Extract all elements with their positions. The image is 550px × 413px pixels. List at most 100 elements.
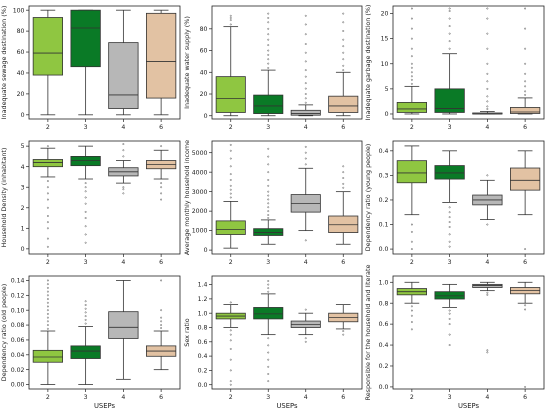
iqr-box [328, 95, 359, 113]
y-tick-label: 0.2 [379, 363, 389, 370]
outlier-point [410, 82, 413, 85]
outlier-point [267, 287, 270, 290]
outlier-point [160, 324, 163, 326]
outlier-point [524, 93, 527, 96]
outlier-point [410, 27, 413, 30]
box-useps-4 [472, 7, 503, 115]
box-useps-3 [70, 300, 101, 385]
box-useps-4 [472, 174, 503, 226]
outlier-point [410, 75, 413, 78]
y-tick-label: 1.2 [198, 296, 208, 303]
outlier-point [410, 7, 413, 10]
outlier-point [267, 190, 270, 193]
x-tick-label: 3 [448, 259, 452, 266]
outlier-point [267, 163, 270, 166]
x-tick-label: 3 [84, 259, 88, 266]
y-tick-label: 1 [21, 225, 25, 232]
outlier-point [304, 75, 307, 78]
outlier-point [342, 38, 345, 41]
box-useps-6 [510, 281, 541, 388]
outlier-point [46, 180, 49, 182]
y-tick-label: 100 [13, 7, 25, 14]
x-tick-label: 6 [341, 259, 345, 266]
outlier-point [267, 49, 270, 52]
outlier-point [448, 216, 451, 219]
outlier-point [46, 279, 49, 282]
outlier-point [160, 192, 163, 195]
y-tick-label: 20 [17, 91, 25, 98]
outlier-point [410, 55, 413, 58]
y-tick-label: 1.4 [198, 282, 208, 289]
x-tick-label: 6 [341, 124, 345, 131]
outlier-point [410, 230, 413, 233]
x-tick-label: 6 [523, 124, 527, 131]
x-tick-label: 6 [341, 394, 345, 401]
box-useps-2 [215, 143, 246, 249]
outlier-point [304, 157, 307, 160]
outlier-point [84, 300, 87, 303]
y-tick-label: 0 [385, 111, 389, 118]
box-useps-2 [32, 9, 63, 116]
x-tick-label: 3 [266, 394, 270, 401]
outlier-point [160, 279, 163, 282]
outlier-point [160, 327, 163, 329]
x-tick-label: 2 [46, 124, 50, 131]
outlier-point [524, 80, 527, 83]
outlier-point [304, 14, 307, 17]
outlier-point [342, 177, 345, 179]
outlier-point [229, 339, 232, 342]
x-tick-label: 4 [304, 124, 308, 131]
outlier-point [229, 369, 232, 372]
box-useps-3 [434, 7, 465, 115]
outlier-point [229, 196, 232, 199]
y-tick-label: 20 [381, 11, 389, 18]
outlier-point [304, 308, 307, 311]
outlier-point [448, 233, 451, 236]
outlier-point [267, 67, 270, 69]
outlier-point [267, 58, 270, 61]
y-tick-label: 0 [21, 246, 25, 253]
outlier-point [46, 320, 49, 323]
outlier-point [46, 286, 49, 289]
box-useps-3 [70, 145, 101, 244]
outlier-point [342, 186, 345, 189]
box-useps-3 [253, 12, 284, 117]
y-axis-label: Average monthly household income [183, 140, 191, 255]
outlier-point [342, 333, 345, 336]
y-tick-label: 3 [21, 184, 25, 191]
iqr-box [70, 156, 101, 167]
y-axis-label: Inadequate sewage destination (%) [0, 6, 8, 120]
outlier-point [84, 307, 87, 310]
iqr-box [396, 160, 427, 184]
outlier-point [486, 349, 489, 352]
outlier-point [267, 38, 270, 41]
outlier-point [410, 78, 413, 81]
outlier-point [46, 324, 49, 326]
x-tick-label: 4 [485, 124, 489, 131]
plot-frame [392, 5, 545, 120]
x-tick-label: 2 [46, 259, 50, 266]
outlier-point [524, 85, 527, 88]
outlier-point [304, 97, 307, 100]
x-tick-label: 6 [159, 394, 163, 401]
outlier-point [304, 93, 307, 95]
outlier-point [448, 344, 451, 346]
y-tick-label: 60 [200, 48, 208, 55]
box-useps-6 [510, 150, 541, 251]
outlier-point [410, 328, 413, 331]
outlier-point [486, 7, 489, 10]
y-axis-label: Responsible for the household and litera… [364, 265, 372, 401]
y-tick-label: 10 [381, 61, 389, 68]
outlier-point [304, 82, 307, 85]
outlier-point [486, 291, 489, 294]
outlier-point [524, 47, 527, 50]
box-useps-2 [396, 281, 427, 331]
outlier-point [229, 380, 232, 383]
outlier-point [267, 198, 270, 201]
iqr-box [32, 159, 63, 168]
outlier-point [267, 337, 270, 340]
outlier-point [84, 196, 87, 199]
y-tick-label: 0.3 [379, 172, 389, 179]
box-useps-3 [434, 150, 465, 248]
